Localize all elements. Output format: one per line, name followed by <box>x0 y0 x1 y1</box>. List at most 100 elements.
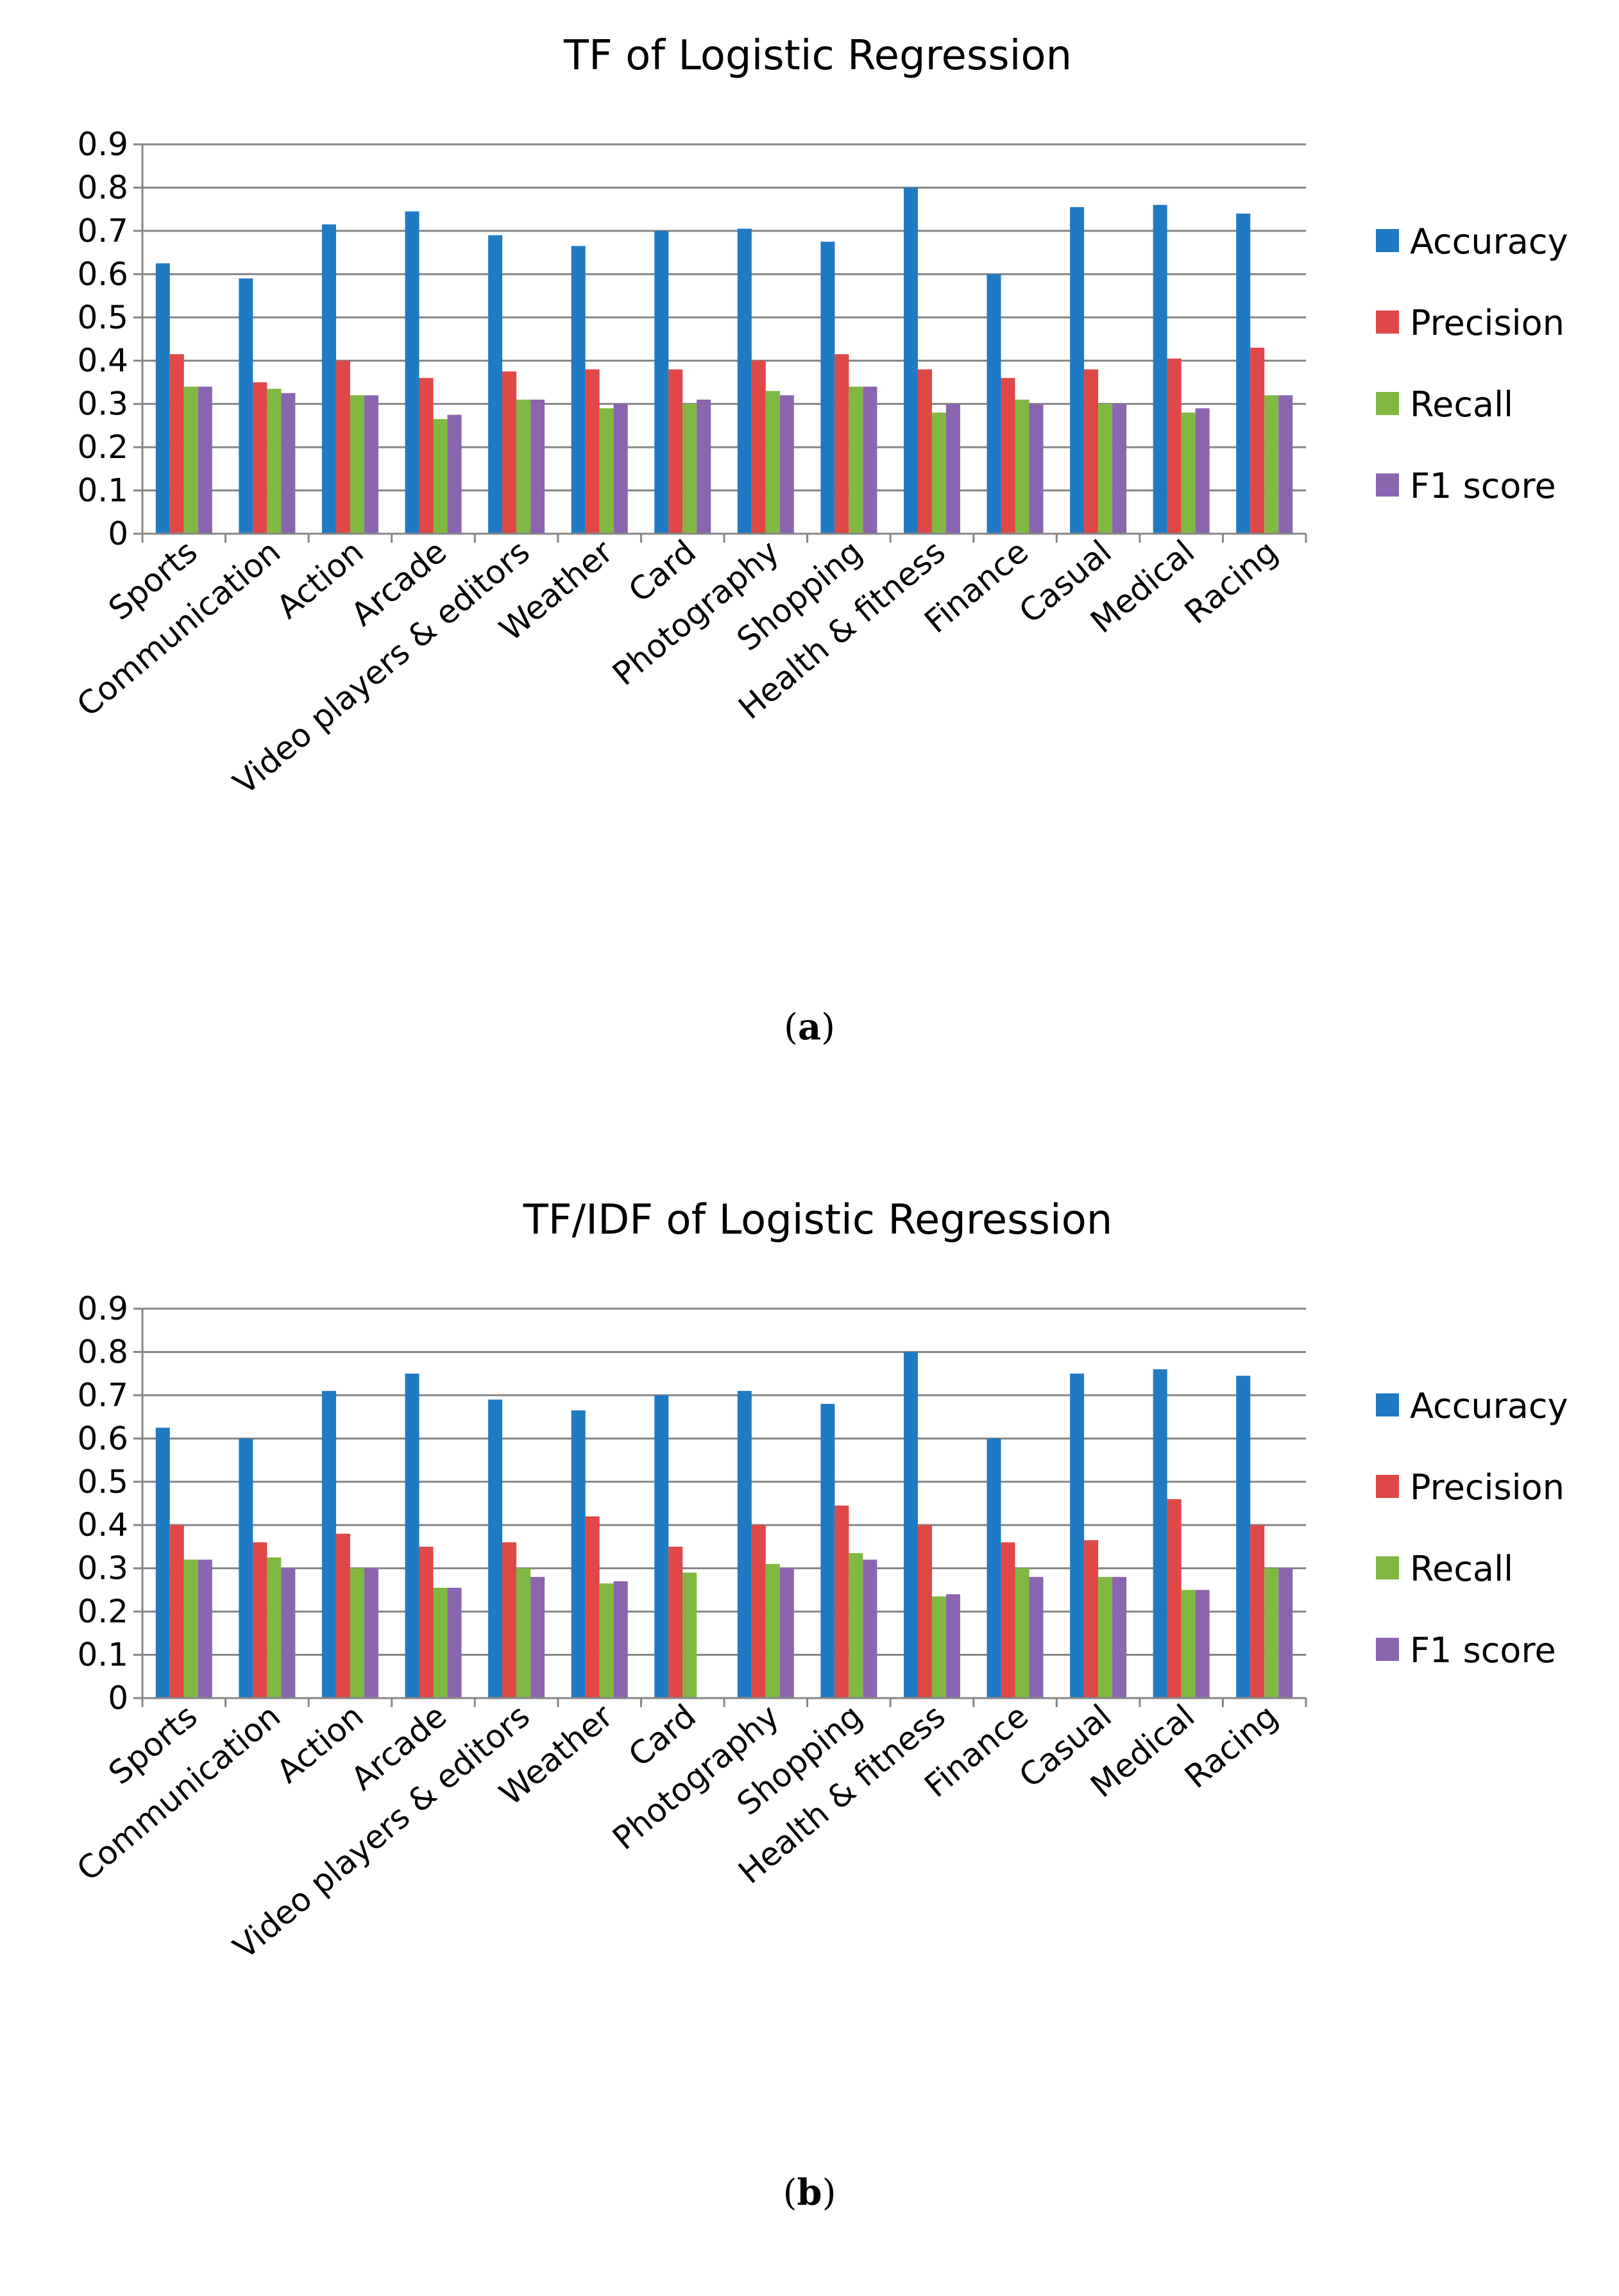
bar-precision-finance <box>1001 378 1015 534</box>
bar-precision-health-fitness <box>917 1525 932 1698</box>
bar-recall-card <box>682 404 697 534</box>
bar-f1-score-weather <box>613 404 628 534</box>
bar-accuracy-finance <box>987 1438 1001 1698</box>
bar-f1-score-casual <box>1112 1577 1127 1698</box>
bar-f1-score-racing <box>1278 1568 1293 1698</box>
bar-f1-score-video-players-editors <box>530 1577 545 1698</box>
bar-accuracy-sports <box>155 1427 170 1698</box>
bar-precision-weather <box>585 369 600 534</box>
legend-swatch-recall <box>1376 392 1399 415</box>
bar-recall-video-players-editors <box>516 399 531 534</box>
bar-precision-medical <box>1167 358 1182 534</box>
bar-accuracy-health-fitness <box>903 1352 918 1698</box>
bar-recall-video-players-editors <box>516 1568 531 1698</box>
bar-recall-health-fitness <box>931 412 946 534</box>
bar-precision-health-fitness <box>917 369 932 534</box>
bar-accuracy-communication <box>239 278 253 534</box>
bar-recall-weather <box>599 408 614 534</box>
legend-swatch-accuracy <box>1376 1393 1399 1416</box>
y-tick-label: 0.6 <box>77 255 128 293</box>
bar-accuracy-card <box>654 1395 669 1698</box>
bar-recall-weather <box>599 1583 614 1698</box>
bar-precision-sports <box>169 1525 184 1698</box>
y-tick-label: 0.3 <box>77 386 128 423</box>
bar-precision-photography <box>751 361 766 534</box>
legend-swatch-precision <box>1376 310 1399 334</box>
legend-label-accuracy: Accuracy <box>1410 221 1568 262</box>
bar-f1-score-video-players-editors <box>530 399 545 534</box>
bar-f1-score-shopping <box>863 1560 877 1698</box>
bar-f1-score-arcade <box>447 1588 462 1698</box>
bar-f1-score-weather <box>613 1581 628 1698</box>
bar-precision-racing <box>1250 347 1265 534</box>
bar-accuracy-video-players-editors <box>488 1399 503 1698</box>
y-tick-label: 0.9 <box>77 1290 128 1327</box>
bar-accuracy-casual <box>1070 1373 1085 1698</box>
bar-recall-racing <box>1264 395 1279 534</box>
y-tick-label: 0.1 <box>77 1637 128 1674</box>
bar-recall-medical <box>1181 1590 1196 1698</box>
bar-f1-score-arcade <box>447 414 462 534</box>
bar-precision-communication <box>253 1542 267 1698</box>
bar-recall-sports <box>183 386 198 534</box>
legend-swatch-accuracy <box>1376 229 1399 252</box>
legend-swatch-precision <box>1376 1475 1399 1498</box>
bar-precision-sports <box>169 354 184 534</box>
bar-f1-score-sports <box>198 386 212 534</box>
bar-f1-score-shopping <box>863 386 877 534</box>
bar-recall-card <box>682 1572 697 1698</box>
bar-recall-medical <box>1181 412 1196 534</box>
bar-accuracy-card <box>654 230 669 534</box>
x-category-label: Racing <box>1178 533 1285 631</box>
bar-precision-action <box>335 1533 350 1698</box>
y-tick-label: 0.8 <box>77 1333 128 1370</box>
bar-accuracy-shopping <box>820 1404 835 1698</box>
bar-accuracy-racing <box>1236 213 1251 534</box>
panel-label-a: (a) <box>783 1006 835 1048</box>
legend-label-precision: Precision <box>1410 303 1564 343</box>
bar-accuracy-finance <box>987 274 1001 534</box>
bar-f1-score-casual <box>1112 404 1127 534</box>
legend-swatch-f1-score <box>1376 473 1399 497</box>
bar-recall-shopping <box>849 386 863 534</box>
legend-label-f1-score: F1 score <box>1410 1630 1556 1671</box>
bar-recall-health-fitness <box>931 1596 946 1698</box>
bar-recall-shopping <box>849 1553 863 1698</box>
legend-label-precision: Precision <box>1410 1467 1564 1508</box>
bar-accuracy-health-fitness <box>903 187 918 534</box>
bar-accuracy-sports <box>155 263 170 534</box>
bar-f1-score-finance <box>1029 404 1044 534</box>
legend-label-recall: Recall <box>1410 384 1513 425</box>
y-tick-label: 0.4 <box>77 1506 128 1543</box>
legend-label-f1-score: F1 score <box>1410 466 1556 506</box>
legend-swatch-f1-score <box>1376 1638 1399 1661</box>
bar-precision-medical <box>1167 1499 1182 1698</box>
legend-label-recall: Recall <box>1410 1549 1513 1589</box>
chart-title: TF/IDF of Logistic Regression <box>523 1196 1113 1244</box>
bar-recall-finance <box>1015 399 1030 534</box>
bar-recall-finance <box>1015 1568 1030 1698</box>
bar-accuracy-medical <box>1153 205 1167 534</box>
legend-swatch-recall <box>1376 1556 1399 1579</box>
y-tick-label: 0.1 <box>77 472 128 509</box>
bar-precision-arcade <box>419 378 434 534</box>
bar-f1-score-medical <box>1195 1590 1210 1698</box>
bar-precision-card <box>668 1546 683 1698</box>
bar-precision-communication <box>253 382 267 534</box>
chart-tfidf-logistic-regression: TF/IDF of Logistic Regression 0 0.1 0.2 0.3… <box>70 1196 1568 1966</box>
bar-accuracy-communication <box>239 1438 253 1698</box>
bar-precision-shopping <box>835 1505 849 1698</box>
y-tick-label: 0 <box>108 1679 128 1717</box>
bar-f1-score-medical <box>1195 408 1210 534</box>
bar-recall-casual <box>1098 404 1113 534</box>
bar-recall-photography <box>765 391 780 534</box>
y-tick-label: 0.9 <box>77 126 128 163</box>
bar-recall-sports <box>183 1560 198 1698</box>
bar-accuracy-arcade <box>405 211 420 534</box>
bar-f1-score-finance <box>1029 1577 1044 1698</box>
y-tick-label: 0.6 <box>77 1420 128 1457</box>
chart-title: TF of Logistic Regression <box>563 32 1072 80</box>
bar-recall-communication <box>267 389 282 534</box>
bar-precision-action <box>335 361 350 534</box>
y-tick-label: 0 <box>108 515 128 552</box>
